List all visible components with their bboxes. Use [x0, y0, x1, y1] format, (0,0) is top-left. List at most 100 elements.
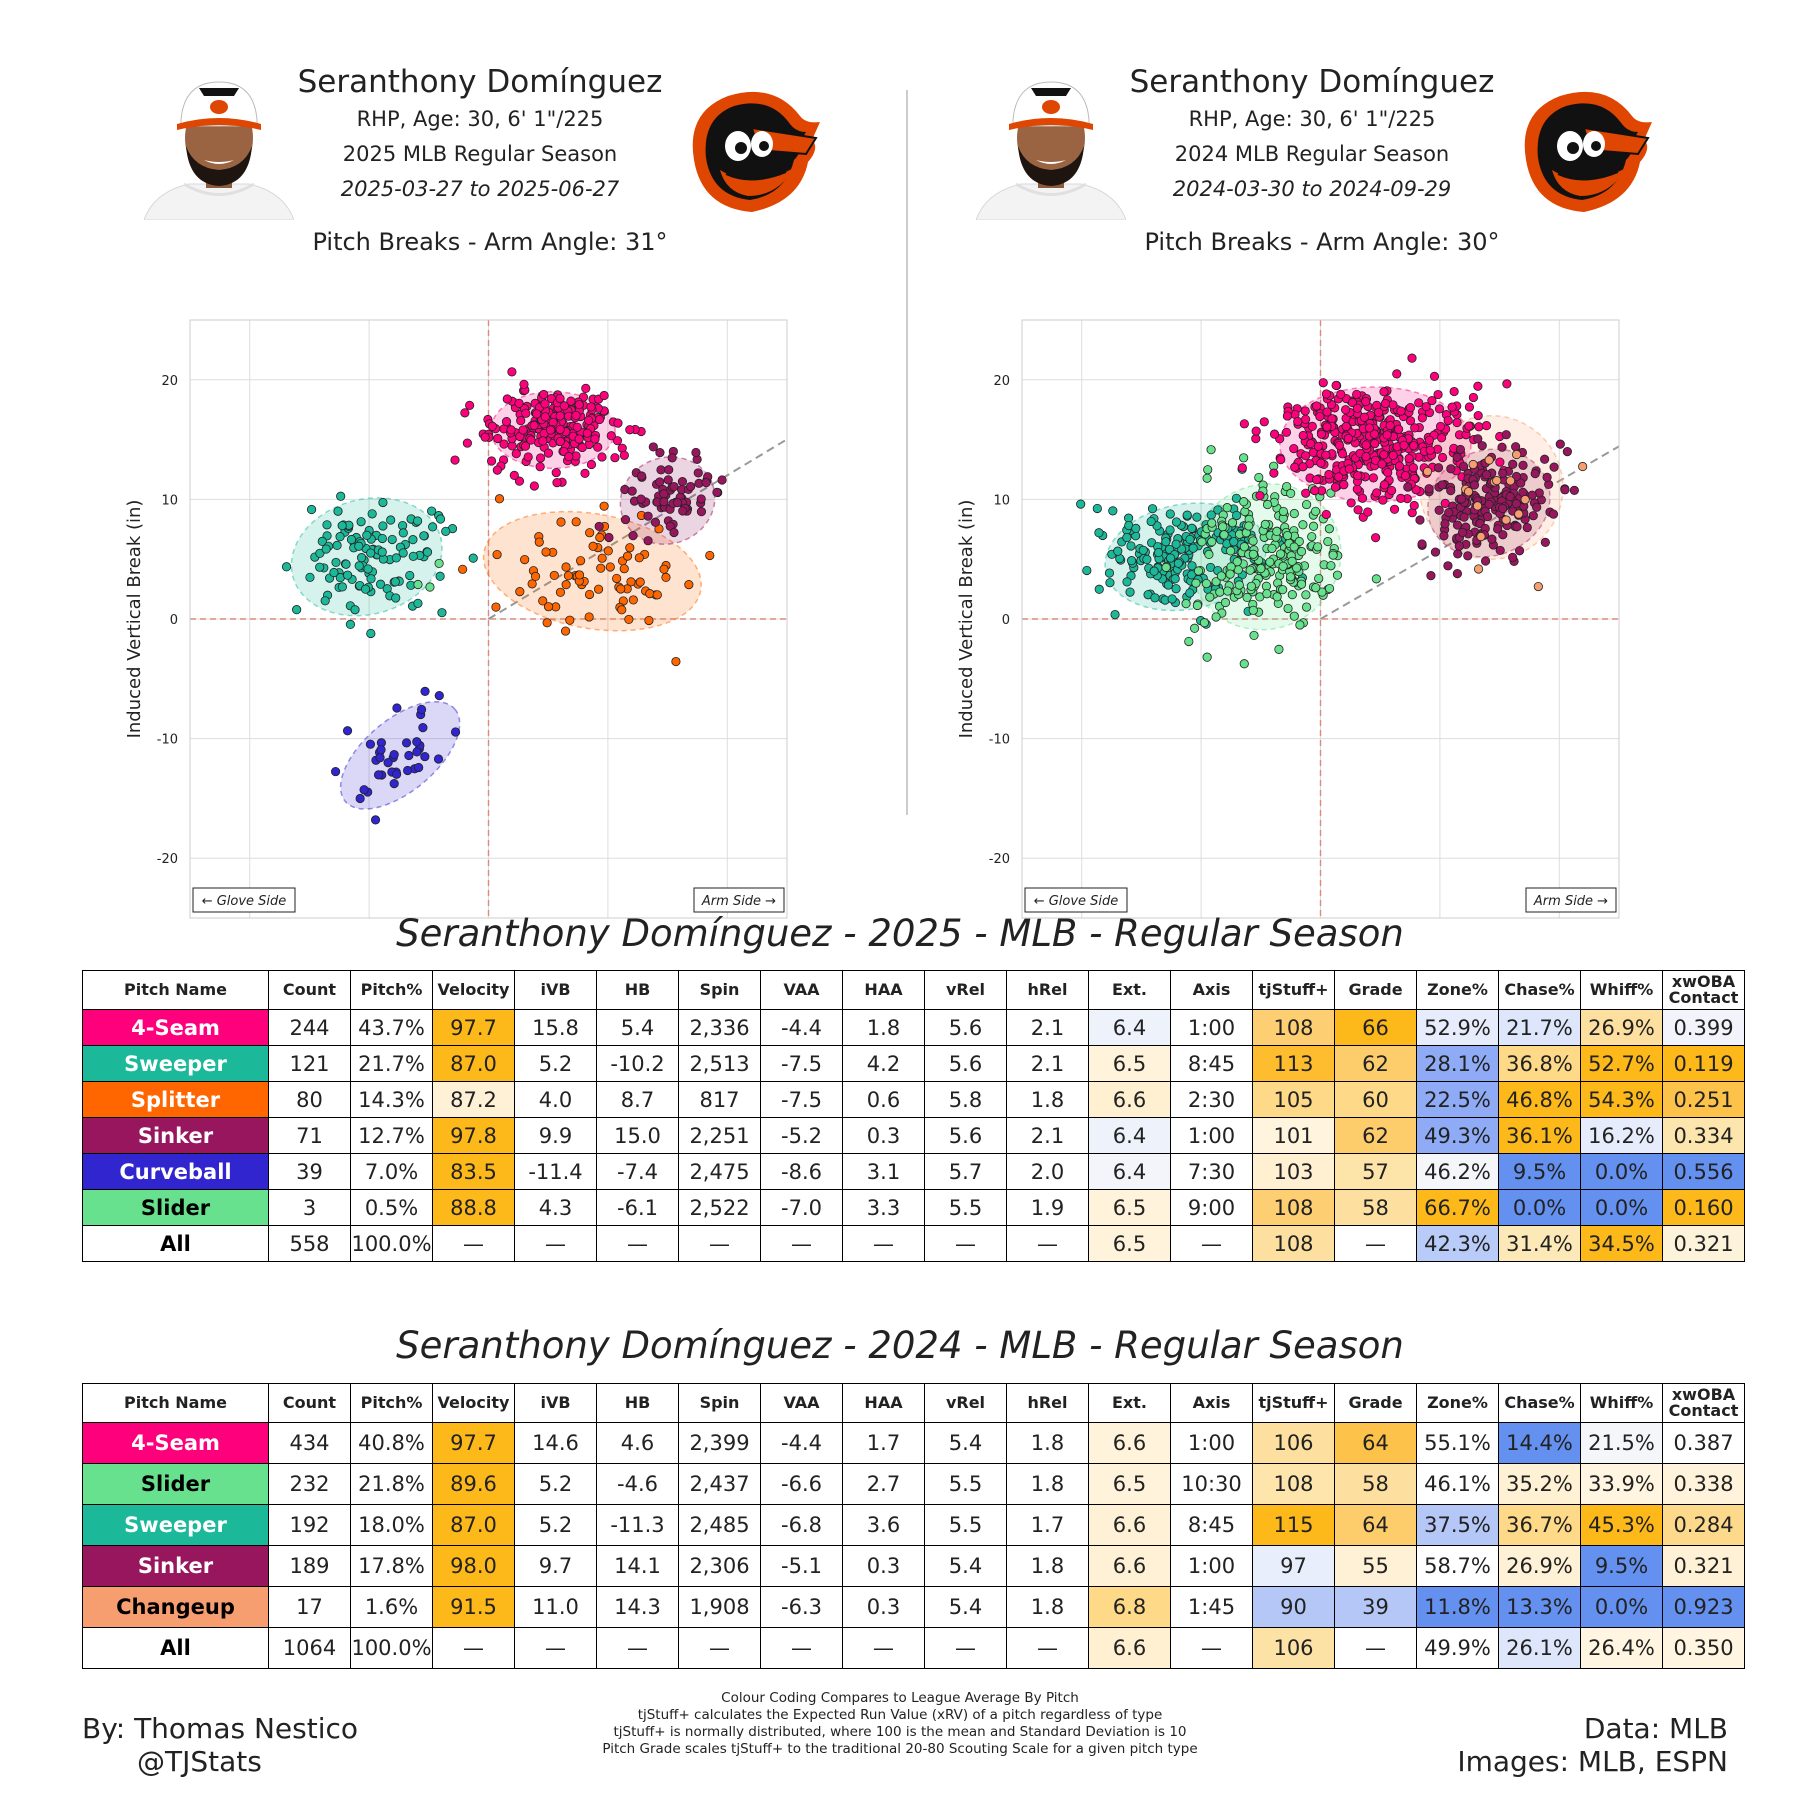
pitch-point-splitter [515, 587, 525, 597]
cell-xwoba-contact: 0.399 [1662, 1009, 1745, 1046]
pitch-point-4-seam [501, 417, 512, 427]
pitch-point-slider [1218, 522, 1228, 532]
pitch-point-sweeper [1127, 556, 1137, 566]
column-header-whiff: Whiff% [1580, 970, 1663, 1010]
cell-hrel: 1.8 [1006, 1586, 1089, 1628]
pitch-point-4-seam [521, 408, 531, 418]
pitch-point-sweeper [292, 605, 302, 615]
cell-tjstuff: 106 [1252, 1422, 1335, 1464]
pitch-point-4-seam [1357, 493, 1368, 503]
pitch-point-sinker [1459, 512, 1469, 522]
pitch-point-sinker [1480, 556, 1491, 566]
column-header-chase: Chase% [1498, 970, 1581, 1010]
pitch-point-slider [1207, 518, 1217, 528]
pitch-point-4-seam [1407, 353, 1417, 363]
pitch-point-splitter [634, 553, 644, 563]
cell-zone: 49.3% [1416, 1117, 1499, 1154]
pitch-point-4-seam [1359, 412, 1369, 422]
pitch-point-sweeper [1206, 510, 1216, 520]
pitch-point-sinker [1487, 534, 1497, 544]
pitch-point-splitter [527, 579, 537, 589]
pitch-point-4-seam [460, 408, 470, 418]
column-header-hb: HB [596, 1383, 679, 1423]
table-row: 4-Seam 434 40.8% 97.7 14.6 4.6 2,399 -4.4 1.7 5.4… [82, 1422, 1745, 1464]
pitch-point-4-seam [1414, 398, 1424, 408]
pitch-point-splitter [684, 580, 694, 590]
cell-whiff: 33.9% [1580, 1463, 1663, 1505]
pitch-point-sweeper [367, 509, 377, 519]
cell-spin: 817 [678, 1081, 761, 1118]
pitch-point-4-seam [509, 470, 519, 481]
cell-grade: 57 [1334, 1153, 1417, 1190]
orioles-logo-icon [1524, 91, 1652, 212]
pitch-point-sinker [594, 521, 604, 532]
pitch-point-sweeper [1126, 541, 1136, 551]
column-header-whiff: Whiff% [1580, 1383, 1663, 1423]
pitch-point-4-seam [487, 421, 497, 431]
pitch-point-4-seam [1437, 452, 1448, 463]
pitch-point-4-seam [486, 456, 497, 466]
pitch-name-cell: All [82, 1225, 269, 1262]
pitch-point-slider [1274, 644, 1284, 654]
cell-ivb: -11.4 [514, 1153, 597, 1190]
pitch-name-cell: 4-Seam [82, 1422, 269, 1464]
pitch-point-sinker [678, 506, 688, 516]
pitch-point-4-seam [1255, 491, 1265, 501]
cell-xwoba-contact: 0.338 [1662, 1463, 1745, 1505]
pitch-name-cell: Slider [82, 1463, 269, 1505]
cell-haa: 0.3 [842, 1586, 925, 1628]
pitch-point-slider [1324, 583, 1335, 594]
pitch-point-4-seam [566, 396, 576, 406]
pitch-point-sweeper [336, 491, 346, 501]
cell-vaa: -7.5 [760, 1045, 843, 1082]
cell-tjstuff: 108 [1252, 1225, 1335, 1262]
pitch-point-sweeper [1149, 566, 1159, 576]
cell-hb: 14.3 [596, 1586, 679, 1628]
table-row: Splitter 80 14.3% 87.2 4.0 8.7 817 -7.5 0.6 5.8 1.… [82, 1081, 1745, 1118]
pitch-point-4-seam [514, 398, 524, 408]
pitch-point-sweeper [1171, 539, 1181, 549]
pitch-point-slider [1239, 542, 1249, 552]
pitch-point-slider [1310, 506, 1321, 516]
pitch-point-sweeper [317, 536, 327, 546]
pitch-point-4-seam [1474, 422, 1484, 432]
cell-chase: 13.3% [1498, 1586, 1581, 1628]
pitch-point-sweeper [1076, 499, 1086, 509]
pitch-point-4-seam [516, 416, 526, 426]
cell-tjstuff: 108 [1252, 1189, 1335, 1226]
cell-ext: 6.5 [1088, 1189, 1171, 1226]
annotation-box [1525, 887, 1617, 913]
pitch-point-slider [1232, 557, 1242, 567]
pitch-point-sinker [1443, 561, 1453, 571]
cell-vaa: -7.0 [760, 1189, 843, 1226]
pitch-point-splitter [605, 562, 615, 572]
cell-ext: 6.6 [1088, 1627, 1171, 1669]
pitch-point-slider [1324, 524, 1334, 534]
pitch-point-sweeper [345, 619, 356, 629]
pitch-point-4-seam [462, 438, 472, 448]
pitch-point-sweeper [391, 553, 401, 563]
pitch-point-4-seam [555, 411, 565, 421]
cell-axis: 1:00 [1170, 1422, 1253, 1464]
column-header-hb: HB [596, 970, 679, 1010]
pitch-point-slider [1201, 578, 1212, 589]
annotation-text: ← Glove Side [1034, 894, 1119, 909]
pitch-point-4-seam [540, 399, 550, 409]
pitch-point-slider [1222, 503, 1232, 513]
cell-velocity: 83.5 [432, 1153, 515, 1190]
pitch-point-sinker [1403, 482, 1413, 492]
pitch-point-4-seam [1300, 406, 1310, 416]
pitch-point-4-seam [1410, 423, 1420, 433]
pitch-point-sinker [636, 494, 646, 504]
pitch-point-4-seam [535, 462, 545, 472]
cell-whiff: 26.4% [1580, 1627, 1663, 1669]
pitch-point-4-seam [1321, 509, 1331, 520]
pitch-point-sweeper [363, 564, 373, 574]
pitch-point-4-seam [1301, 414, 1311, 424]
cell-tjstuff: 115 [1252, 1504, 1335, 1546]
pitch-point-slider [1202, 473, 1212, 483]
pitch-point-sinker [686, 481, 696, 492]
pitch-point-slider [1286, 488, 1296, 498]
cell-whiff: 21.5% [1580, 1422, 1663, 1464]
table-row: All 558 100.0% — — — — — — — —6.5—108—42.3% 31.4% 34… [82, 1225, 1745, 1262]
